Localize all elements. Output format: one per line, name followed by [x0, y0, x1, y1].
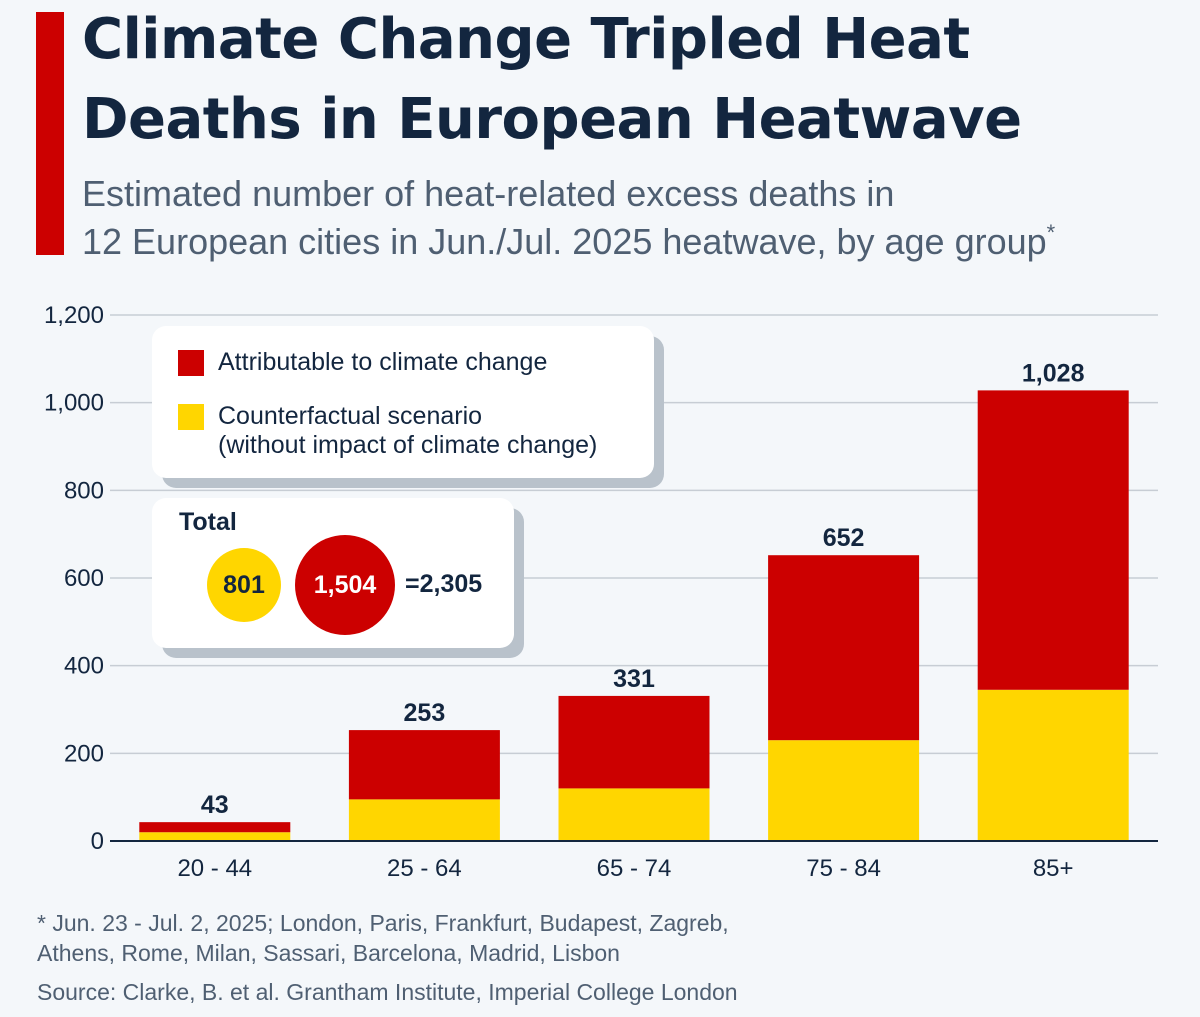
totals-label: Total: [179, 508, 237, 536]
subtitle-text: Estimated number of heat-related excess …: [82, 173, 1047, 262]
accent-bar: [36, 12, 64, 255]
total-attributable-circle: 1,504: [295, 535, 395, 635]
bar-segment-attributable: [977, 390, 1129, 690]
x-tick-label: 20 - 44: [177, 855, 252, 882]
legend-label-attributable: Attributable to climate change: [218, 348, 548, 376]
bar-segment-counterfactual: [977, 689, 1129, 841]
legend-swatch-counterfactual: [178, 404, 204, 430]
total-sum: =2,305: [405, 570, 483, 598]
x-tick-label: 75 - 84: [806, 855, 881, 882]
y-tick-label: 1,200: [44, 302, 104, 329]
bar-segment-attributable: [558, 695, 710, 789]
bar-total-label: 1,028: [1022, 359, 1085, 387]
footnote-marker: *: [1046, 220, 1056, 245]
y-tick-label: 600: [64, 565, 104, 592]
bar-segment-attributable: [348, 730, 500, 800]
stacked-bar-chart: 0 200 400 600 800 1,000 1,200 43 20 - 44 253 25 - …: [44, 302, 1158, 882]
bar-total-label: 43: [201, 791, 229, 819]
bar-segment-attributable: [139, 822, 291, 833]
y-tick-label: 0: [91, 828, 104, 855]
bar-segment-counterfactual: [139, 832, 291, 841]
y-tick-label: 800: [64, 477, 104, 504]
x-tick-label: 25 - 64: [387, 855, 462, 882]
totals-box: Total 801 1,504 =2,305: [152, 498, 514, 648]
page-title: Climate Change Tripled Heat Deaths in Eu…: [82, 7, 1022, 152]
bar-segment-counterfactual: [348, 799, 500, 841]
bar-segment-counterfactual: [768, 740, 920, 841]
legend-label-counterfactual: Counterfactual scenario (without impact …: [218, 402, 598, 459]
y-tick-label: 1,000: [44, 390, 104, 417]
legend-swatch-attributable: [178, 350, 204, 376]
bar-total-label: 652: [823, 524, 865, 552]
bar-segment-counterfactual: [558, 788, 710, 841]
legend: Attributable to climate change Counterfa…: [152, 326, 654, 478]
bar-total-label: 253: [404, 699, 446, 727]
y-tick-label: 200: [64, 740, 104, 767]
x-tick-label: 65 - 74: [597, 855, 672, 882]
total-counterfactual-circle: 801: [207, 548, 281, 622]
source: Source: Clarke, B. et al. Grantham Insti…: [37, 979, 738, 1005]
bar-segment-attributable: [768, 555, 920, 741]
y-tick-label: 400: [64, 653, 104, 680]
footnote: * Jun. 23 - Jul. 2, 2025; London, Paris,…: [37, 910, 729, 966]
page-subtitle: Estimated number of heat-related excess …: [82, 170, 1182, 266]
bar-total-label: 331: [613, 665, 655, 693]
x-tick-label: 85+: [1033, 855, 1074, 882]
